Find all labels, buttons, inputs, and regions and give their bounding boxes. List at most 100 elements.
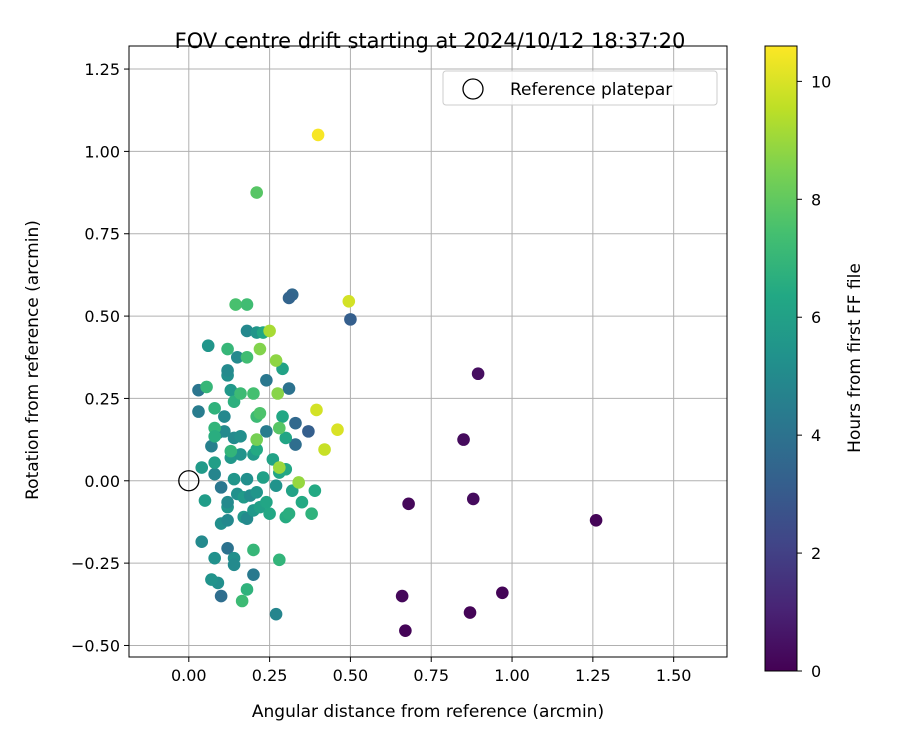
y-tick-label: 0.25 xyxy=(84,389,120,408)
data-point xyxy=(205,573,218,586)
data-point xyxy=(221,495,234,509)
data-point xyxy=(208,551,221,565)
data-point xyxy=(260,425,273,438)
data-point xyxy=(253,342,267,356)
y-tick-label: 0.50 xyxy=(84,307,120,326)
data-point xyxy=(250,486,263,499)
x-tick-label: 0.75 xyxy=(413,666,449,685)
data-point xyxy=(192,405,205,418)
data-point xyxy=(496,586,509,600)
data-point xyxy=(308,484,322,497)
data-point xyxy=(311,128,325,142)
data-point xyxy=(247,568,260,581)
data-point xyxy=(208,456,221,469)
data-point xyxy=(227,558,241,572)
data-point xyxy=(227,472,241,486)
data-point xyxy=(221,514,234,527)
data-point xyxy=(247,543,260,557)
data-point xyxy=(214,481,228,494)
data-point xyxy=(292,476,306,489)
y-tick-label: −0.25 xyxy=(71,554,120,573)
data-point xyxy=(457,433,470,446)
data-point xyxy=(463,606,477,619)
data-point xyxy=(260,374,273,387)
colorbar-ticks: 0 2 4 6 8 10 xyxy=(797,72,831,681)
data-point xyxy=(342,294,356,308)
y-tick-label: 0.75 xyxy=(84,225,120,244)
data-point xyxy=(208,467,221,481)
data-point xyxy=(221,342,234,356)
data-point xyxy=(273,421,286,435)
data-point xyxy=(240,350,254,364)
data-point xyxy=(344,313,357,326)
data-point xyxy=(318,443,331,456)
x-tick-label: 1.00 xyxy=(494,666,530,685)
chart-title: FOV centre drift starting at 2024/10/12 … xyxy=(175,29,686,53)
data-point xyxy=(224,444,238,458)
y-axis-ticks: −0.50 −0.25 0.00 0.25 0.50 0.75 1.00 1.25 xyxy=(71,60,129,655)
grid xyxy=(129,46,727,657)
data-point xyxy=(224,383,238,397)
data-point xyxy=(273,553,286,567)
data-point xyxy=(195,461,209,474)
data-point xyxy=(402,497,415,511)
data-point xyxy=(282,507,296,521)
data-point xyxy=(399,624,412,637)
legend-entry: Reference platepar xyxy=(510,80,672,100)
data-point xyxy=(198,494,212,507)
colorbar: 0 2 4 6 8 10 Hours from first FF file xyxy=(764,45,865,681)
y-tick-label: 1.00 xyxy=(84,142,120,161)
data-point xyxy=(240,583,254,596)
x-axis-label: Angular distance from reference (arcmin) xyxy=(252,702,604,722)
data-point xyxy=(234,430,247,443)
colorbar-tick-label: 0 xyxy=(811,662,821,681)
y-axis-label: Rotation from reference (arcmin) xyxy=(23,220,43,500)
data-point xyxy=(589,514,603,527)
data-point xyxy=(195,535,209,549)
colorbar-label: Hours from first FF file xyxy=(845,263,865,453)
data-point xyxy=(250,443,263,456)
data-point xyxy=(276,410,289,423)
data-point xyxy=(221,542,234,555)
data-point xyxy=(250,186,263,199)
colorbar-tick-label: 6 xyxy=(811,308,821,327)
data-points xyxy=(192,128,603,637)
data-point xyxy=(234,448,247,461)
legend: Reference platepar xyxy=(442,70,718,106)
data-point xyxy=(279,431,293,445)
legend-box xyxy=(442,70,718,106)
data-point xyxy=(395,589,409,603)
x-tick-label: 0.00 xyxy=(171,666,207,685)
colorbar-tick-label: 2 xyxy=(811,544,821,563)
data-point xyxy=(269,354,283,367)
data-point xyxy=(214,589,228,603)
data-point xyxy=(289,416,302,430)
data-point xyxy=(269,479,283,493)
data-point xyxy=(208,430,221,443)
data-point xyxy=(250,433,263,446)
data-point xyxy=(289,438,302,451)
y-tick-label: −0.50 xyxy=(71,636,120,655)
colorbar-tick-label: 10 xyxy=(811,72,831,91)
colorbar-gradient xyxy=(764,45,798,672)
data-point xyxy=(295,495,309,509)
legend-marker xyxy=(462,78,484,100)
data-point xyxy=(263,507,276,521)
x-axis-ticks: 0.00 0.25 0.50 0.75 1.00 1.25 1.50 xyxy=(171,657,691,685)
data-point xyxy=(234,387,247,400)
reference-platepar-marker xyxy=(178,470,200,492)
data-point xyxy=(229,298,242,311)
data-point xyxy=(331,423,344,437)
data-point xyxy=(302,425,315,438)
data-point xyxy=(201,339,215,353)
data-point xyxy=(218,425,231,438)
data-point xyxy=(235,594,249,608)
plot-frame xyxy=(128,45,728,658)
data-point xyxy=(205,439,218,453)
data-point xyxy=(305,507,318,521)
data-point xyxy=(260,495,273,509)
data-point xyxy=(273,461,286,474)
data-point xyxy=(282,291,296,305)
data-point xyxy=(218,410,231,423)
